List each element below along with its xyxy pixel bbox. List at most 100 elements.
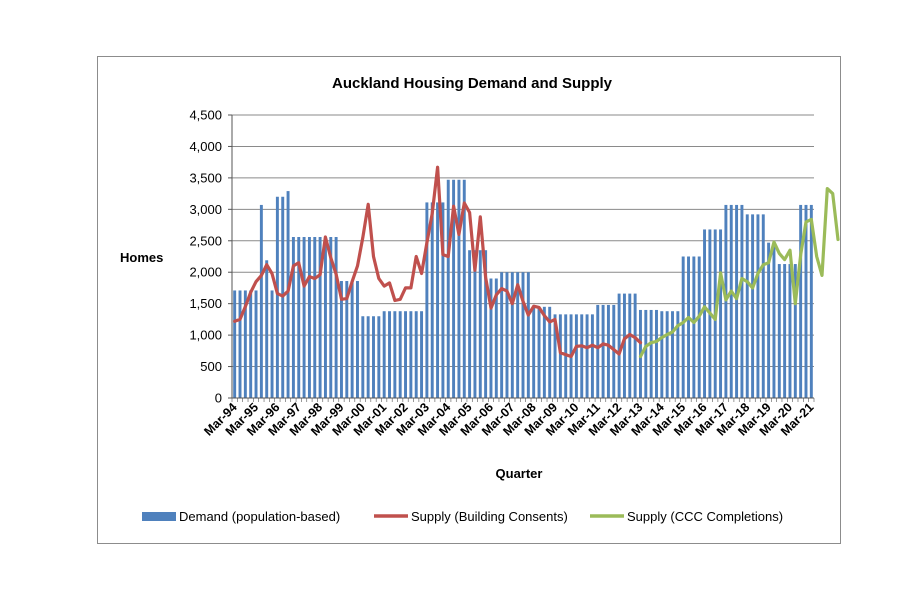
demand-bar <box>404 311 408 398</box>
demand-bar <box>574 314 578 398</box>
demand-bar <box>804 204 808 398</box>
demand-bars <box>233 179 813 398</box>
y-tick-label: 3,000 <box>189 202 222 217</box>
supply-lines <box>233 165 840 359</box>
y-tick-label: 1,000 <box>189 328 222 343</box>
demand-bar <box>671 311 674 398</box>
demand-bar <box>457 179 461 398</box>
axes <box>228 114 815 402</box>
demand-bar <box>676 311 680 398</box>
demand-bar <box>382 311 386 398</box>
demand-bar <box>329 237 333 398</box>
demand-bar <box>462 179 466 398</box>
demand-bar <box>259 204 263 398</box>
demand-bar <box>761 214 765 398</box>
legend-swatch-demand <box>142 512 176 521</box>
demand-bar <box>681 256 685 398</box>
demand-bar <box>542 306 546 398</box>
demand-bar <box>548 306 552 398</box>
demand-bar <box>350 281 354 398</box>
demand-bar <box>489 278 493 398</box>
demand-bar <box>414 311 418 398</box>
demand-bar <box>297 237 301 398</box>
demand-bar <box>660 311 664 398</box>
demand-bar <box>468 250 472 398</box>
x-tick-labels: Mar-94Mar-95Mar-96Mar-97Mar-98Mar-99Mar-… <box>201 400 816 438</box>
demand-bar <box>286 191 290 398</box>
demand-bar <box>606 304 610 398</box>
demand-bar <box>526 272 530 398</box>
demand-bar <box>393 311 397 398</box>
demand-bar <box>452 179 456 398</box>
legend-label: Demand (population-based) <box>179 509 340 524</box>
demand-bar <box>558 314 562 398</box>
chart-title: Auckland Housing Demand and Supply <box>332 75 613 92</box>
demand-bar <box>510 272 514 398</box>
demand-bar <box>249 290 253 398</box>
demand-bar <box>644 309 648 398</box>
demand-bar <box>313 237 317 398</box>
supply-consents-line <box>233 165 643 359</box>
demand-bar <box>500 272 504 398</box>
y-tick-label: 2,000 <box>189 265 222 280</box>
demand-bar <box>601 304 605 398</box>
demand-bar <box>372 316 375 398</box>
demand-bar <box>777 264 781 398</box>
demand-bar <box>788 264 792 398</box>
demand-bar <box>291 237 295 398</box>
demand-bar <box>751 214 755 398</box>
demand-bar <box>270 290 274 398</box>
demand-bar <box>505 272 509 398</box>
demand-bar <box>532 306 536 398</box>
demand-bar <box>767 242 771 398</box>
demand-bar <box>745 214 749 398</box>
y-tick-label: 500 <box>200 359 222 374</box>
legend-label: Supply (Building Consents) <box>411 509 568 524</box>
demand-bar <box>345 281 349 398</box>
y-tick-label: 2,500 <box>189 233 222 248</box>
y-tick-label: 4,500 <box>189 108 222 123</box>
demand-bar <box>318 237 322 398</box>
demand-bar <box>687 256 690 398</box>
demand-bar <box>441 202 445 398</box>
demand-bar <box>719 229 723 398</box>
y-tick-label: 0 <box>215 391 222 406</box>
demand-bar <box>633 293 637 398</box>
demand-bar <box>756 214 760 398</box>
demand-bar <box>585 314 589 398</box>
demand-bar <box>740 204 744 398</box>
demand-bar <box>388 311 391 398</box>
demand-bar <box>243 290 247 398</box>
demand-bar <box>398 311 402 398</box>
demand-bar <box>809 204 813 398</box>
demand-bar <box>366 316 370 398</box>
demand-bar <box>793 264 797 398</box>
demand-bar <box>238 290 242 398</box>
demand-bar <box>596 304 600 398</box>
demand-bar <box>361 316 365 398</box>
demand-bar <box>430 202 434 398</box>
demand-bar <box>494 278 498 398</box>
legend: Demand (population-based) Supply (Buildin… <box>142 509 783 524</box>
demand-bar <box>307 237 311 398</box>
demand-bar <box>356 281 359 398</box>
demand-bar <box>377 316 381 398</box>
chart-frame: Auckland Housing Demand and Supply 0 500 1… <box>97 56 841 544</box>
demand-bar <box>655 309 658 398</box>
demand-bar <box>339 281 343 398</box>
demand-bar <box>409 311 413 398</box>
demand-bar <box>665 311 669 398</box>
demand-bar <box>537 306 541 398</box>
demand-bar <box>484 250 488 398</box>
y-axis-title: Homes <box>120 250 163 265</box>
demand-bar <box>553 314 557 398</box>
chart: Auckland Housing Demand and Supply 0 500 1… <box>120 75 840 524</box>
demand-bar <box>233 290 237 398</box>
demand-bar <box>649 309 653 398</box>
demand-bar <box>334 237 338 398</box>
demand-bar <box>703 229 707 398</box>
demand-bar <box>692 256 696 398</box>
demand-bar <box>622 293 626 398</box>
demand-bar <box>478 250 482 398</box>
demand-bar <box>436 202 440 398</box>
